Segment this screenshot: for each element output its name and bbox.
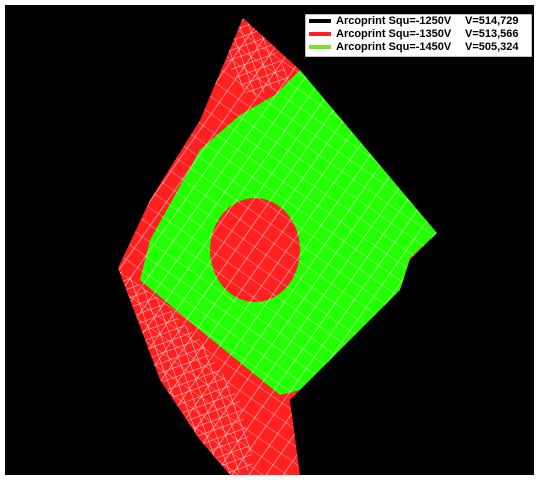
legend-label: Arcoprint Squ=-1450V — [336, 41, 452, 53]
legend-label: Arcoprint Squ=-1250V — [336, 15, 452, 27]
wire-mesh-top — [225, 18, 290, 100]
legend-box — [304, 13, 533, 58]
legend: Arcoprint Squ=-1250V V=514,729 Arcoprint S… — [304, 13, 533, 58]
legend-value: V=505,324 — [465, 41, 519, 53]
legend-value: V=514,729 — [465, 15, 519, 27]
legend-label: Arcoprint Squ=-1350V — [336, 28, 452, 40]
legend-value: V=513,566 — [465, 28, 519, 40]
wire-mesh-dense — [118, 268, 255, 475]
